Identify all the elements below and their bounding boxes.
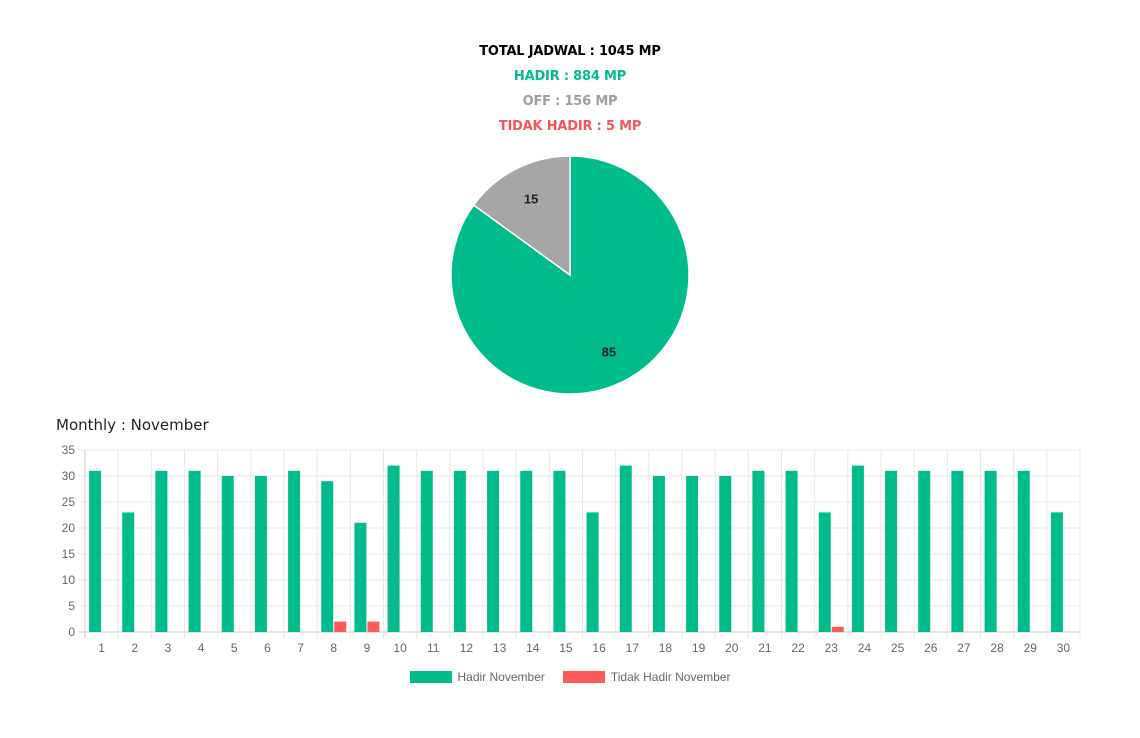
bar-hadir-day-21[interactable] <box>752 470 765 632</box>
x-tick-label: 5 <box>231 641 238 655</box>
x-tick-label: 7 <box>297 641 304 655</box>
x-tick-label: 6 <box>264 641 271 655</box>
bar-hadir-day-23[interactable] <box>818 512 831 632</box>
bar-hadir-day-10[interactable] <box>387 465 400 632</box>
bar-hadir-day-3[interactable] <box>155 470 168 632</box>
x-tick-label: 16 <box>592 641 606 655</box>
grid <box>79 449 1081 638</box>
bar-tidak-hadir-day-23[interactable] <box>831 626 844 632</box>
bar-hadir-day-2[interactable] <box>122 512 135 632</box>
x-tick-label: 2 <box>131 641 138 655</box>
y-tick-label: 0 <box>68 625 75 639</box>
bar-hadir-day-27[interactable] <box>951 470 964 632</box>
bar-hadir-day-8[interactable] <box>321 481 334 632</box>
chart-legend: Hadir November Tidak Hadir November <box>0 670 1140 684</box>
x-tick-label: 12 <box>460 641 474 655</box>
bar-hadir-day-25[interactable] <box>885 470 898 632</box>
bar-hadir-day-30[interactable] <box>1050 512 1063 632</box>
x-tick-label: 9 <box>364 641 371 655</box>
bar-hadir-day-7[interactable] <box>288 470 301 632</box>
x-tick-label: 22 <box>791 641 805 655</box>
bar-hadir-day-26[interactable] <box>918 470 931 632</box>
x-tick-label: 19 <box>692 641 706 655</box>
y-tick-label: 20 <box>62 521 76 535</box>
pie-slice-label-15: 15 <box>524 192 538 207</box>
x-tick-label: 23 <box>825 641 839 655</box>
bar-hadir-day-28[interactable] <box>984 470 997 632</box>
x-tick-label: 10 <box>393 641 407 655</box>
x-tick-label: 21 <box>758 641 772 655</box>
x-tick-label: 28 <box>990 641 1004 655</box>
bar-hadir-day-19[interactable] <box>686 476 699 632</box>
monthly-chart-title: Monthly : November <box>56 416 209 434</box>
x-tick-label: 18 <box>659 641 673 655</box>
bar-hadir-day-12[interactable] <box>453 470 466 632</box>
y-tick-label: 25 <box>62 495 76 509</box>
y-tick-label: 15 <box>62 547 76 561</box>
legend-item-hadir[interactable]: Hadir November <box>409 670 545 684</box>
x-tick-label: 15 <box>559 641 573 655</box>
y-tick-label: 10 <box>62 573 76 587</box>
x-tick-label: 11 <box>427 641 440 655</box>
off-label: OFF : 156 MP <box>522 94 618 109</box>
legend-label-tidak-hadir: Tidak Hadir November <box>610 670 731 684</box>
pie-slice-15[interactable] <box>472 155 571 277</box>
x-tick-label: 26 <box>924 641 938 655</box>
series-0 <box>89 465 1063 632</box>
bar-tidak-hadir-day-8[interactable] <box>334 621 347 632</box>
bar-hadir-day-9[interactable] <box>354 522 367 632</box>
bar-hadir-day-16[interactable] <box>586 512 599 632</box>
y-tick-label: 30 <box>62 469 76 483</box>
bar-hadir-day-15[interactable] <box>553 470 566 632</box>
y-tick-label: 5 <box>68 599 75 613</box>
hadir-label: HADIR : 884 MP <box>513 69 627 84</box>
x-tick-label: 8 <box>330 641 337 655</box>
x-tick-label: 24 <box>858 641 872 655</box>
attendance-pie-chart: 85 15 <box>450 155 690 395</box>
bar-hadir-day-11[interactable] <box>420 470 433 632</box>
bar-hadir-day-22[interactable] <box>785 470 798 632</box>
bar-hadir-day-17[interactable] <box>619 465 632 632</box>
legend-label-hadir: Hadir November <box>457 670 545 684</box>
x-tick-label: 14 <box>526 641 540 655</box>
bar-hadir-day-20[interactable] <box>719 476 732 632</box>
bar-hadir-day-14[interactable] <box>520 470 533 632</box>
series-1 <box>334 621 844 632</box>
total-jadwal-label: TOTAL JADWAL : 1045 MP <box>479 44 661 59</box>
x-tick-label: 30 <box>1057 641 1071 655</box>
x-tick-label: 3 <box>165 641 172 655</box>
x-tick-label: 4 <box>198 641 205 655</box>
legend-swatch-tidak-hadir <box>562 671 605 683</box>
bar-hadir-day-5[interactable] <box>221 476 234 632</box>
y-tick-label: 35 <box>62 443 76 457</box>
x-tick-label: 29 <box>1024 641 1038 655</box>
bar-hadir-day-13[interactable] <box>487 470 500 632</box>
bar-hadir-day-29[interactable] <box>1017 470 1030 632</box>
x-tick-label: 25 <box>891 641 905 655</box>
bar-hadir-day-24[interactable] <box>851 465 864 632</box>
bar-tidak-hadir-day-9[interactable] <box>367 621 380 632</box>
bar-hadir-day-18[interactable] <box>652 476 665 632</box>
x-tick-label: 17 <box>626 641 640 655</box>
bar-hadir-day-4[interactable] <box>188 470 201 632</box>
tidak-hadir-label: TIDAK HADIR : 5 MP <box>498 119 642 134</box>
x-tick-label: 1 <box>98 641 105 655</box>
x-tick-label: 20 <box>725 641 739 655</box>
bar-hadir-day-1[interactable] <box>89 470 102 632</box>
bar-hadir-day-6[interactable] <box>254 476 267 632</box>
x-tick-label: 13 <box>493 641 507 655</box>
pie-slice-label-85: 85 <box>602 344 616 359</box>
x-tick-label: 27 <box>957 641 971 655</box>
legend-item-tidak-hadir[interactable]: Tidak Hadir November <box>562 670 731 684</box>
legend-swatch-hadir <box>409 671 452 683</box>
